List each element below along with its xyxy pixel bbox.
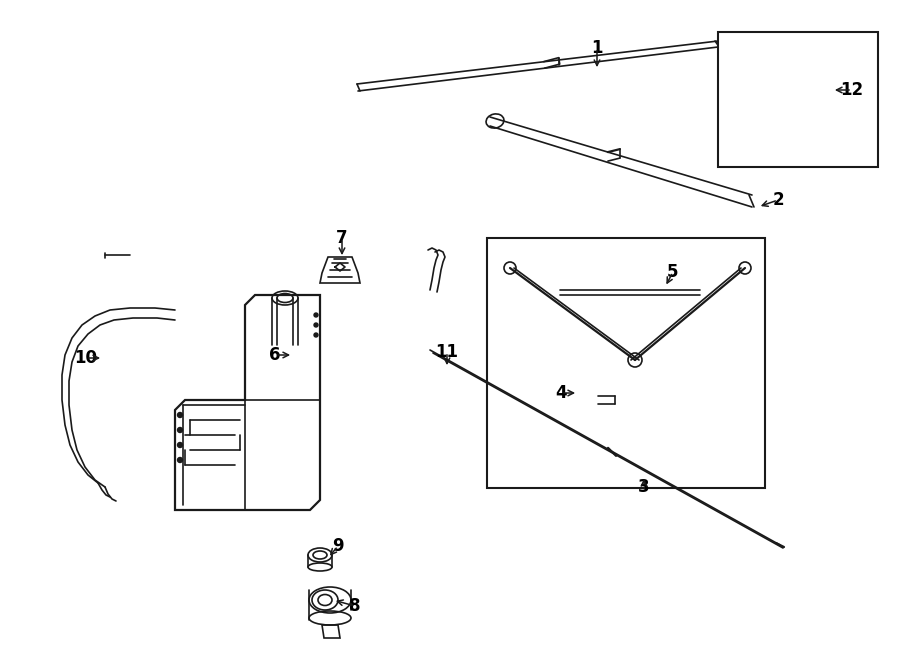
- Text: 4: 4: [555, 384, 567, 402]
- Text: 12: 12: [841, 81, 864, 99]
- Text: 6: 6: [269, 346, 281, 364]
- Circle shape: [177, 442, 183, 447]
- Circle shape: [314, 313, 318, 317]
- Text: 1: 1: [591, 39, 603, 57]
- Circle shape: [314, 323, 318, 327]
- Circle shape: [177, 412, 183, 418]
- Bar: [718, 32, 878, 167]
- Circle shape: [314, 333, 318, 337]
- Text: 3: 3: [638, 478, 650, 496]
- Text: 10: 10: [75, 349, 97, 367]
- Text: 9: 9: [332, 537, 344, 555]
- Text: 11: 11: [436, 343, 458, 361]
- Text: 5: 5: [667, 263, 679, 281]
- Circle shape: [177, 457, 183, 463]
- Text: 7: 7: [337, 229, 347, 247]
- Text: 8: 8: [349, 597, 361, 615]
- Circle shape: [177, 428, 183, 432]
- Bar: [487, 238, 765, 488]
- Text: 2: 2: [772, 191, 784, 209]
